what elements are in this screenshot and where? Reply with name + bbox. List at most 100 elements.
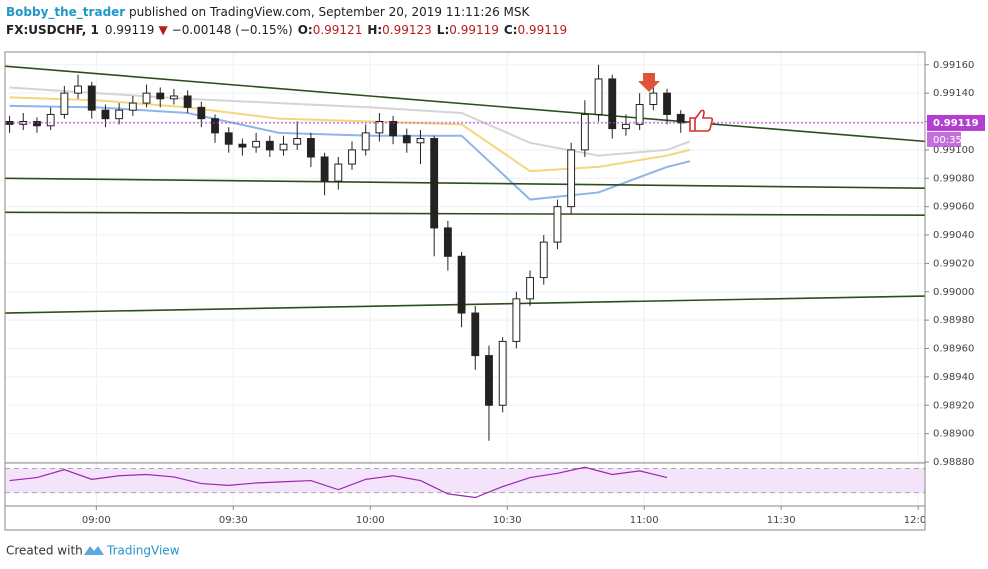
candle-body [60,92,69,115]
candle-body [115,109,124,120]
candle-body [389,121,398,137]
candle-body [252,140,261,148]
candle-body [74,85,82,94]
candle-body [553,206,562,243]
candle-body [334,163,343,182]
moving-average [9,86,691,157]
y-tick-label: 0.99060 [933,202,974,213]
header-line: Bobby_the_trader published on TradingVie… [6,5,531,20]
candle-body [402,135,411,144]
x-tick-label: 11:30 [767,515,796,526]
change: −0.00148 (−0.15%) [172,23,293,37]
trend-line [5,211,925,216]
l-value: 0.99119 [449,23,499,37]
l-label: L: [437,23,449,37]
arrow-marker [638,73,660,92]
h-value: 0.99123 [382,23,432,37]
candle-body [608,78,617,130]
x-tick-label: 09:30 [219,515,248,526]
trend-line [5,177,925,189]
o-label: O: [298,23,313,37]
symbol: FX:USDCHF, 1 [6,23,99,37]
candle-body [320,156,329,182]
trend-line [5,65,925,143]
x-tick-label: 09:00 [82,515,111,526]
rsi-band [5,468,925,493]
down-arrow: ▼ [158,23,168,37]
footer-created: Created with [6,544,83,558]
c-label: C: [504,23,518,37]
candle-body [279,143,288,151]
moving-average [9,96,691,173]
candle-body [101,109,110,120]
y-tick-label: 0.99020 [933,258,974,269]
candle-body [375,121,384,134]
candle-body [306,138,315,158]
y-tick-label: 0.98900 [933,429,974,440]
candle-body [170,95,178,100]
y-tick-label: 0.98920 [933,400,974,411]
author: Bobby_the_trader [6,5,125,20]
x-tick-label: 11:00 [630,515,659,526]
y-tick-label: 0.99100 [933,145,974,156]
candle-body [142,92,151,104]
last-price-label: 0.99119 [933,118,979,129]
symbol-line: FX:USDCHF, 1 0.99119 ▼ −0.00148 (−0.15%) O:0… [6,23,567,37]
candle-body [197,106,206,120]
x-tick-label: 10:30 [493,515,522,526]
candle-body [485,355,493,406]
candle-body [361,132,370,151]
thumbs-up-icon [689,109,714,132]
y-tick-label: 0.98940 [933,372,974,383]
candle-body [238,143,247,148]
candle-body [87,85,96,111]
candle-body [580,113,589,151]
candle-body [471,312,480,357]
candle-body [416,138,425,144]
y-tick-label: 0.99140 [933,88,974,99]
y-tick-label: 0.99000 [933,287,974,298]
footer-brand: TradingView [106,544,180,558]
last-price-badge [927,114,985,131]
y-tick-label: 0.99040 [933,230,974,241]
candle-body [567,149,576,208]
tv-logo [84,546,104,555]
candle-body [594,78,603,115]
candle-body [46,113,55,127]
published: published on TradingView.com, September … [125,5,530,19]
o-value: 0.99121 [313,23,363,37]
moving-average [9,104,691,201]
y-tick-label: 0.99080 [933,173,974,184]
candle-body [211,118,219,134]
candle-body [457,255,466,314]
y-tick-label: 0.98880 [933,457,974,468]
candle-body [526,277,534,300]
axis-corner [926,507,988,530]
y-tick-label: 0.99160 [933,60,974,71]
candle-body [498,340,507,406]
y-tick-label: 0.98960 [933,344,974,355]
rsi-line [9,466,668,499]
x-tick-label: 10:00 [356,515,385,526]
candle-body [676,113,685,124]
candle-body [224,132,233,145]
h-label: H: [367,23,382,37]
candle-body [128,102,137,111]
c-value: 0.99119 [517,23,567,37]
candle-body [33,121,41,127]
candle-body [635,103,644,125]
candle-body [156,92,165,100]
candle-body [512,298,521,342]
countdown-label: 00:35 [933,135,962,146]
candle-body [265,140,274,151]
candle-body [649,92,658,105]
candle-body [348,149,356,165]
candle-body [539,241,548,279]
candle-body [293,138,302,145]
countdown-badge [927,131,961,147]
y-tick-label: 0.98980 [933,315,974,326]
x-tick-label: 12:00 [904,515,933,526]
price: 0.99119 [105,23,155,37]
